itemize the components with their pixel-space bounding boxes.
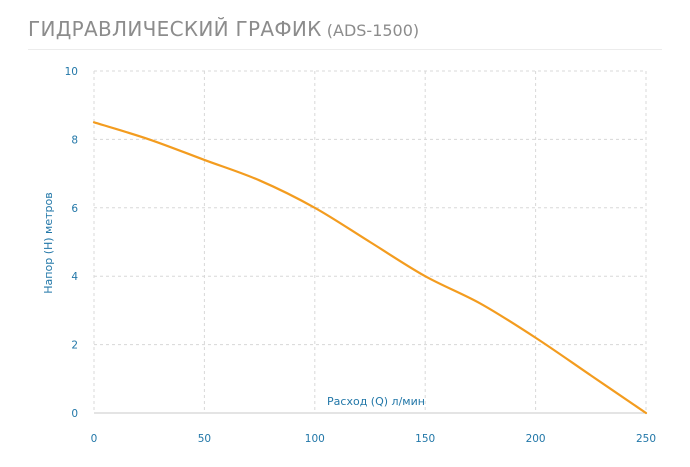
chart-title-model: (ADS-1500)	[326, 21, 420, 40]
x-axis-ticks: 0 50 100 150 200 250	[91, 433, 656, 445]
y-tick-label: 10	[65, 66, 78, 78]
y-tick-label: 6	[71, 203, 78, 215]
series-line	[92, 121, 648, 415]
x-tick-label: 0	[91, 433, 98, 445]
x-tick-label: 100	[305, 433, 325, 445]
chart-title-main: ГИДРАВЛИЧЕСКИЙ ГРАФИК	[28, 17, 322, 41]
x-tick-label: 150	[415, 433, 435, 445]
x-tick-label: 200	[526, 433, 546, 445]
y-tick-label: 4	[71, 271, 78, 283]
x-tick-label: 250	[636, 433, 656, 445]
x-axis-label: Расход (Q) л/мин	[327, 395, 425, 408]
chart-title: ГИДРАВЛИЧЕСКИЙ ГРАФИК (ADS-1500)	[28, 17, 419, 41]
y-axis-label: Напор (H) метров	[42, 192, 55, 293]
y-tick-label: 2	[71, 340, 78, 352]
grid-lines	[93, 70, 647, 414]
x-tick-label: 50	[198, 433, 211, 445]
y-axis-ticks: 0 2 4 6 8 10	[65, 66, 79, 420]
chart-header: ГИДРАВЛИЧЕСКИЙ ГРАФИК (ADS-1500)	[28, 13, 662, 50]
y-tick-label: 8	[71, 134, 78, 146]
y-tick-label: 0	[71, 408, 78, 420]
